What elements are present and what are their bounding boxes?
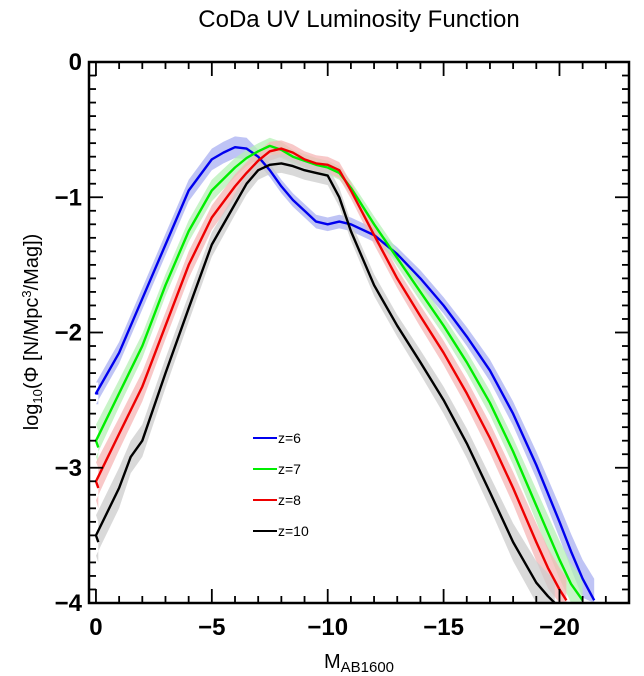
x-tick-label: 0 [89, 614, 102, 641]
x-tick-label: −10 [307, 614, 348, 641]
x-axis-label: MAB1600 [324, 651, 394, 676]
series-line-z7 [94, 144, 584, 601]
axis-ticks [89, 61, 629, 604]
legend-label-z10: z=10 [278, 523, 309, 539]
x-tick-label: −5 [198, 614, 225, 641]
y-axis-label: log10(Φ [N/Mpc3/Mag]) [19, 234, 45, 431]
x-axis-label-sub: AB1600 [341, 659, 394, 676]
band-z6 [96, 136, 595, 603]
y-axis-label-post: /Mag]) [21, 234, 43, 291]
error-bands [96, 136, 595, 603]
series-line-z8 [94, 147, 568, 601]
chart-title: CoDa UV Luminosity Function [198, 6, 519, 33]
x-tick-label: −15 [423, 614, 464, 641]
legend-label-z7: z=7 [278, 461, 301, 477]
legend: z=6 z=7 z=8 z=10 [253, 430, 309, 539]
y-tick-label: −4 [55, 590, 83, 617]
y-axis-label-mid: (Φ [N/Mpc [21, 298, 43, 390]
series-line-z6 [94, 145, 596, 601]
y-axis-label-sup: 3 [19, 290, 34, 297]
y-axis-label-pre: log [21, 404, 43, 431]
y-tick-label: 0 [69, 49, 82, 76]
y-tick-label: −2 [55, 320, 82, 347]
x-tick-labels: 0 −5 −10 −15 −20 [89, 614, 580, 641]
legend-label-z8: z=8 [278, 492, 301, 508]
legend-label-z6: z=6 [278, 430, 301, 446]
series-lines [94, 144, 596, 604]
y-axis-label-sub: 10 [30, 389, 45, 403]
x-tick-label: −20 [539, 614, 580, 641]
y-tick-labels: 0 −1 −2 −3 −4 [55, 49, 83, 617]
series-line-z10 [94, 162, 556, 604]
y-tick-label: −3 [55, 455, 82, 482]
y-tick-label: −1 [55, 184, 82, 211]
x-axis-label-base: M [324, 651, 341, 673]
